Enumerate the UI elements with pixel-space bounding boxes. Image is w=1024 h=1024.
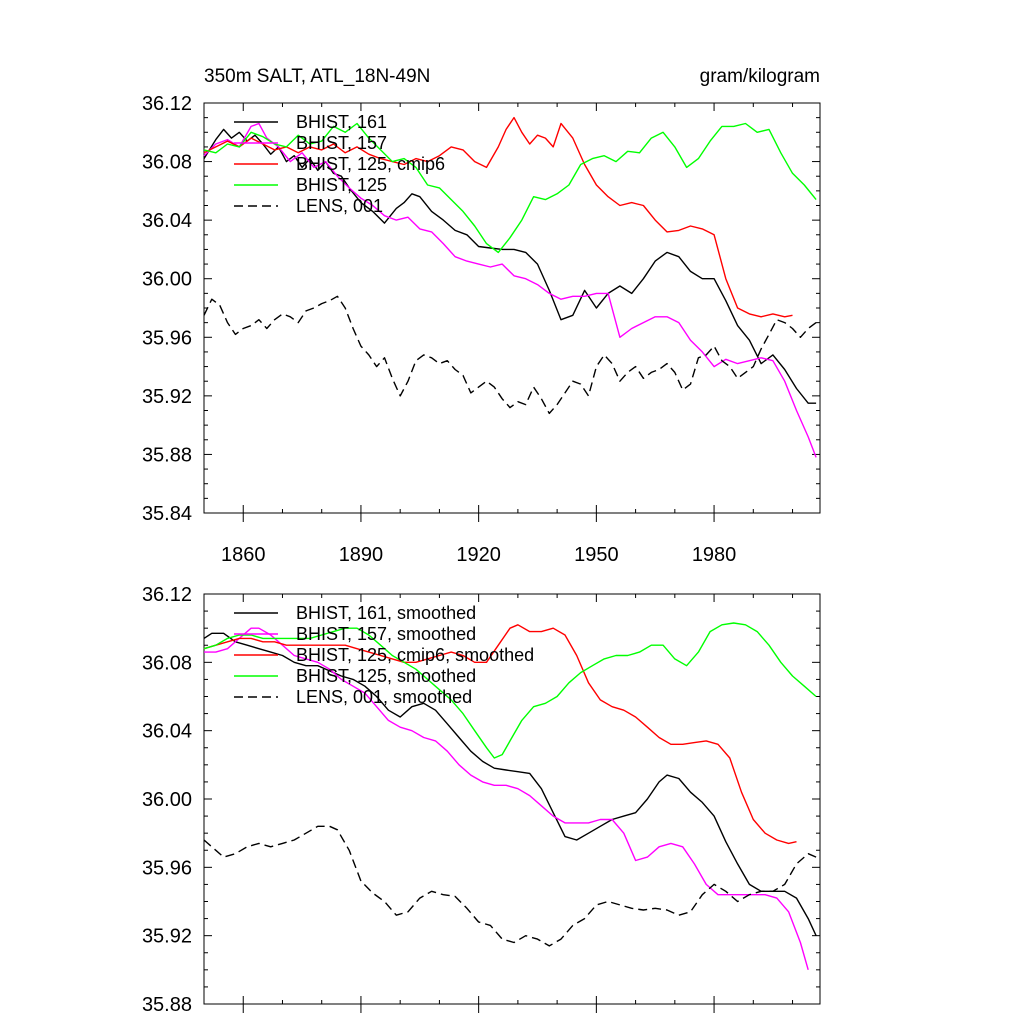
bottom-panel: 36.12 36.08 36.04 36.00 35.96 35.92 35.88 BHIST… <box>142 584 821 1016</box>
y-tick-label: 35.92 <box>142 386 192 408</box>
legend-label-bhist-125-smoothed: BHIST, 125, smoothed <box>296 666 476 686</box>
units-label: gram/kilogram <box>700 66 820 87</box>
y-tick-label: 36.08 <box>142 152 192 174</box>
series-line-lens-001 <box>203 295 817 415</box>
x-tick-label: 1980 <box>692 544 737 566</box>
x-tick-label: 1950 <box>574 544 619 566</box>
series-line-bhist-161 <box>203 128 817 404</box>
y-tick-label: 36.04 <box>142 721 192 743</box>
y-tick-label: 35.88 <box>142 444 192 466</box>
x-tick-label: 1920 <box>456 544 501 566</box>
x-tick-label: 1860 <box>221 544 266 566</box>
series-line-bhist-125-cmip6 <box>203 116 793 318</box>
x-tick-label: 1890 <box>339 544 384 566</box>
legend-label-bhist-157: BHIST, 157 <box>296 133 387 153</box>
y-tick-label: 35.84 <box>142 503 192 525</box>
y-tick-label: 36.12 <box>142 584 192 606</box>
y-tick-label: 35.88 <box>142 994 192 1016</box>
legend-label-bhist-125-cmip6-smoothed: BHIST, 125, cmip6, smoothed <box>296 645 534 665</box>
series-line-bhist-161-smoothed <box>203 632 817 936</box>
legend-label-lens-001-smoothed: LENS, 001, smoothed <box>296 687 472 707</box>
top-panel: 350m SALT, ATL_18N-49N gram/kilogram 36.… <box>142 66 821 566</box>
series-line-lens-001-smoothed <box>203 825 817 947</box>
y-tick-label: 36.00 <box>142 269 192 291</box>
series-line-bhist-157-smoothed <box>204 627 809 970</box>
legend-label-lens-001: LENS, 001 <box>296 196 383 216</box>
y-tick-label: 36.12 <box>142 93 192 115</box>
y-tick-label: 35.96 <box>142 857 192 879</box>
legend-label-bhist-161-smoothed: BHIST, 161, smoothed <box>296 603 476 623</box>
series-line-bhist-125 <box>203 122 817 254</box>
y-tick-label: 35.92 <box>142 926 192 948</box>
y-tick-label: 35.96 <box>142 327 192 349</box>
legend-label-bhist-125: BHIST, 125 <box>296 175 387 195</box>
series-line-bhist-157 <box>203 122 817 458</box>
legend-label-bhist-157-smoothed: BHIST, 157, smoothed <box>296 624 476 644</box>
series-line-bhist-125-cmip6-smoothed <box>203 624 797 845</box>
y-tick-label: 36.04 <box>142 210 192 232</box>
series-line-bhist-125-smoothed <box>203 622 817 759</box>
y-tick-label: 36.00 <box>142 789 192 811</box>
legend-label-bhist-161: BHIST, 161 <box>296 112 387 132</box>
legend-label-bhist-125-cmip6: BHIST, 125, cmip6 <box>296 154 445 174</box>
chart-title: 350m SALT, ATL_18N-49N <box>204 66 430 87</box>
y-tick-label: 36.08 <box>142 652 192 674</box>
